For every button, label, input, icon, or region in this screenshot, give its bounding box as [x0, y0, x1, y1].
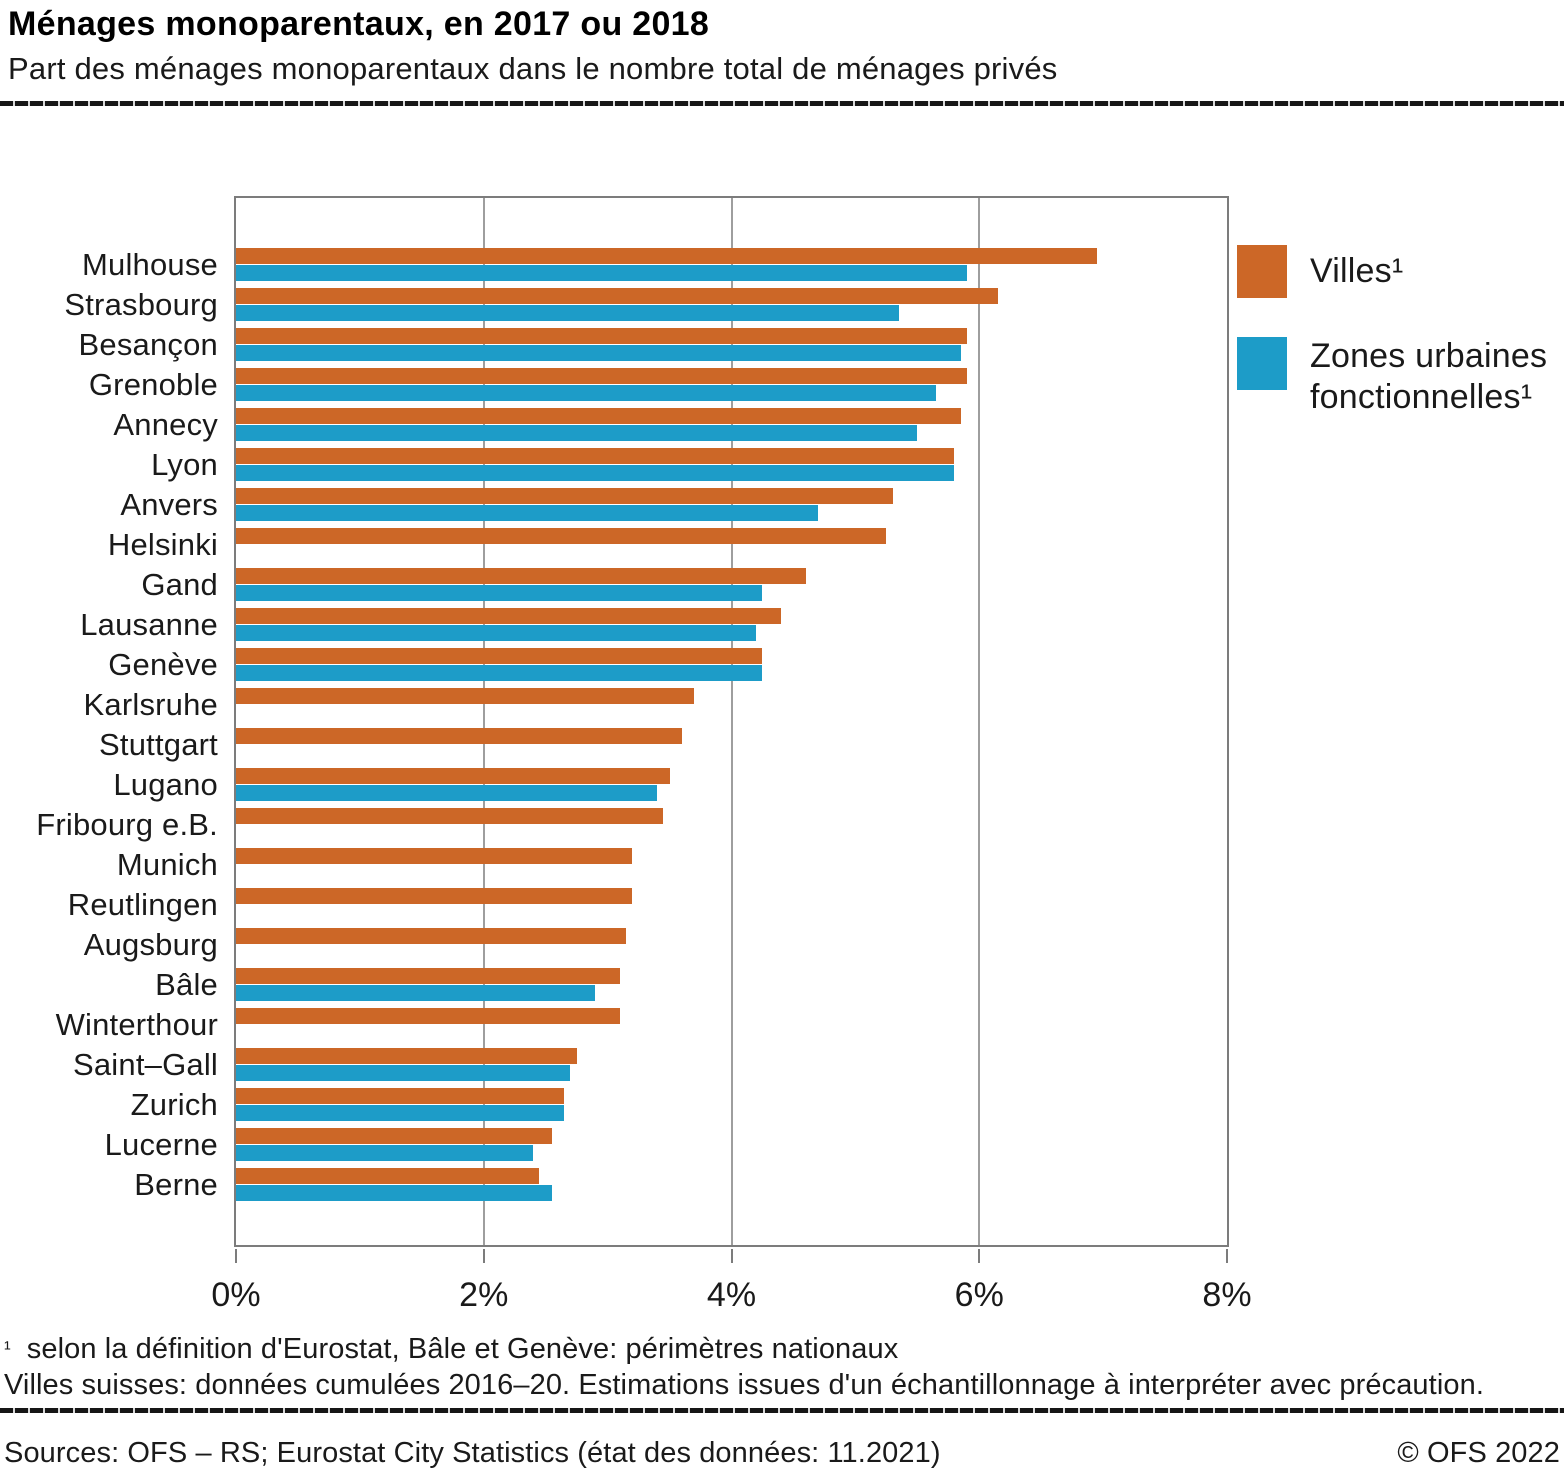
bar-zones-urbaines — [236, 785, 658, 801]
bar-villes — [236, 248, 1097, 264]
x-tick-label: 6% — [954, 1276, 1004, 1314]
footer-divider — [0, 1408, 1564, 1413]
category-label: Zurich — [130, 1086, 218, 1122]
bar-villes — [236, 888, 633, 904]
category-label: Reutlingen — [67, 886, 218, 922]
category-label: Winterthour — [55, 1006, 218, 1042]
bar-zones-urbaines — [236, 505, 819, 521]
gridline — [978, 198, 981, 1245]
footnote-text-1: selon la définition d'Eurostat, Bâle et … — [26, 1333, 899, 1365]
bar-villes — [236, 968, 620, 984]
category-label: Mulhouse — [81, 246, 218, 282]
category-label: Lugano — [113, 766, 218, 802]
legend-swatch-villes — [1237, 245, 1287, 298]
bar-villes — [236, 1008, 620, 1024]
category-label: Grenoble — [88, 366, 218, 402]
sources-text: Sources: OFS – RS; Eurostat City Statist… — [4, 1437, 941, 1469]
category-label: Strasbourg — [64, 286, 218, 322]
bar-zones-urbaines — [236, 305, 899, 321]
bar-villes — [236, 688, 695, 704]
category-label: Bâle — [155, 966, 218, 1002]
legend-label-villes: Villes¹ — [1310, 252, 1404, 290]
x-tick-mark — [482, 1249, 485, 1263]
bar-villes — [236, 528, 887, 544]
bar-villes — [236, 728, 682, 744]
bar-villes — [236, 1088, 565, 1104]
legend-label-zones-urbaines: Zones urbaines fonctionnelles¹ — [1310, 337, 1548, 416]
bar-villes — [236, 808, 664, 824]
plot-area — [234, 196, 1229, 1247]
gridline — [482, 198, 485, 1245]
category-label: Lausanne — [80, 606, 218, 642]
bar-villes — [236, 328, 967, 344]
bar-zones-urbaines — [236, 1185, 552, 1201]
category-label: Berne — [134, 1166, 218, 1202]
bar-zones-urbaines — [236, 1105, 565, 1121]
x-tick-mark — [1226, 1249, 1228, 1263]
legend-swatch-zones-urbaines — [1237, 337, 1287, 390]
bar-villes — [236, 448, 955, 464]
category-label: Genève — [108, 646, 218, 682]
footnote-marker: ¹ — [4, 1338, 11, 1360]
category-label: Stuttgart — [99, 726, 218, 762]
bar-zones-urbaines — [236, 265, 967, 281]
bar-villes — [236, 408, 961, 424]
x-tick-label: 0% — [211, 1276, 261, 1314]
category-label: Augsburg — [83, 926, 218, 962]
bar-villes — [236, 568, 806, 584]
x-tick-mark — [730, 1249, 733, 1263]
bar-villes — [236, 608, 782, 624]
bar-villes — [236, 1168, 540, 1184]
gridline — [730, 198, 733, 1245]
bar-villes — [236, 288, 998, 304]
bar-villes — [236, 1048, 577, 1064]
category-label: Besançon — [78, 326, 218, 362]
bar-villes — [236, 1128, 552, 1144]
bar-zones-urbaines — [236, 585, 763, 601]
bar-zones-urbaines — [236, 1145, 534, 1161]
x-tick-label: 8% — [1202, 1276, 1252, 1314]
category-label: Helsinki — [107, 526, 218, 562]
title-divider — [0, 101, 1564, 106]
bar-villes — [236, 768, 670, 784]
bar-zones-urbaines — [236, 665, 763, 681]
bar-zones-urbaines — [236, 345, 961, 361]
category-label: Annecy — [113, 406, 218, 442]
category-label: Lyon — [151, 446, 218, 482]
bar-zones-urbaines — [236, 425, 918, 441]
bar-zones-urbaines — [236, 985, 596, 1001]
copyright-text: © OFS 2022 — [1397, 1437, 1560, 1469]
x-tick-mark — [978, 1249, 981, 1263]
footnote-line-2: Villes suisses: données cumulées 2016–20… — [4, 1369, 1484, 1401]
bar-villes — [236, 488, 893, 504]
bar-zones-urbaines — [236, 385, 936, 401]
category-label: Munich — [116, 846, 218, 882]
category-label: Saint–Gall — [72, 1046, 218, 1082]
page-subtitle: Part des ménages monoparentaux dans le n… — [8, 51, 1058, 86]
category-label: Fribourg e.B. — [36, 806, 218, 842]
category-label: Gand — [141, 566, 218, 602]
bar-zones-urbaines — [236, 625, 757, 641]
footnote-line-1: ¹ selon la définition d'Eurostat, Bâle et… — [4, 1332, 898, 1366]
bar-zones-urbaines — [236, 465, 955, 481]
bar-villes — [236, 648, 763, 664]
category-label: Lucerne — [104, 1126, 218, 1162]
bar-zones-urbaines — [236, 1065, 571, 1081]
bar-villes — [236, 928, 627, 944]
bar-villes — [236, 848, 633, 864]
category-label: Karlsruhe — [83, 686, 218, 722]
bar-villes — [236, 368, 967, 384]
x-tick-mark — [235, 1249, 237, 1263]
x-tick-label: 4% — [706, 1276, 757, 1314]
page-title: Ménages monoparentaux, en 2017 ou 2018 — [8, 5, 710, 43]
x-tick-label: 2% — [459, 1276, 509, 1314]
category-label: Anvers — [120, 486, 218, 522]
